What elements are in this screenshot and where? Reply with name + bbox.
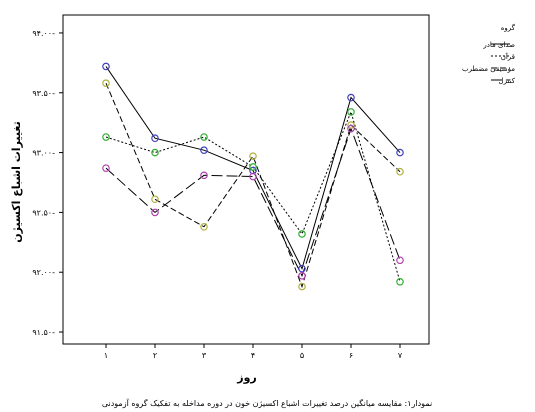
data-point: [396, 256, 404, 265]
data-point: [102, 164, 110, 172]
data-point: [102, 79, 110, 87]
data-point: [151, 208, 159, 217]
data-point: [102, 133, 110, 141]
x-tick-label: ۵: [300, 351, 304, 360]
data-point: [249, 152, 257, 160]
y-tick-label: ۹۱.۵۰-: [32, 328, 55, 337]
legend-label: صدای مادر: [482, 41, 515, 49]
series-line: [105, 110, 401, 282]
series-line: [105, 82, 401, 289]
data-point: [298, 272, 306, 280]
y-tick-label: ۹۳.۰۰-: [32, 149, 55, 158]
legend-label: کنترل: [498, 77, 515, 85]
legend-label: قرآن: [501, 52, 515, 61]
x-tick-label: ۴: [251, 351, 255, 360]
data-point: [200, 222, 208, 231]
data-point: [102, 62, 110, 71]
data-point: [298, 230, 306, 238]
y-axis-ticks: ۹۱.۵۰- ۹۲.۰۰- ۹۲.۵۰- ۹۳.۰۰- ۹۳.۵۰- ۹۴.۰۰-: [32, 29, 63, 337]
data-point: [151, 195, 159, 204]
data-point: [249, 172, 257, 181]
legend: گروه صدای مادر قرآن موسیقی مضطرب کنترل: [462, 23, 516, 85]
plot-frame: [62, 14, 430, 345]
y-tick-label: ۹۴.۰۰-: [32, 29, 55, 38]
data-point: [200, 146, 208, 154]
data-point: [200, 171, 208, 180]
series-line: [105, 127, 401, 278]
series-markers: [102, 62, 404, 291]
x-tick-label: ۷: [398, 351, 403, 360]
data-point: [347, 93, 355, 102]
data-point: [200, 133, 208, 141]
data-point: [347, 121, 355, 129]
y-tick-label: ۹۲.۰۰-: [32, 268, 55, 277]
data-point: [347, 124, 355, 133]
x-tick-label: ۱: [104, 351, 108, 360]
data-point: [298, 282, 306, 291]
data-point: [298, 264, 306, 273]
series-lines: [105, 66, 401, 289]
data-point: [396, 148, 404, 157]
x-tick-label: ۳: [202, 351, 207, 360]
data-point: [396, 167, 404, 176]
legend-title: گروه: [501, 23, 516, 32]
x-axis-title: روز: [236, 371, 257, 384]
y-axis-title: تغییرات اشباع اکسیژن: [10, 121, 23, 242]
x-axis-ticks: ۱ ۲ ۳ ۴ ۵ ۶ ۷: [104, 344, 403, 360]
data-point: [151, 134, 159, 143]
figure-caption: نمودار۱: مقایسه میانگین درصد تغییرات اشب…: [102, 398, 432, 408]
y-tick-label: ۹۳.۵۰-: [32, 89, 55, 98]
legend-label: موسیقی مضطرب: [462, 65, 515, 73]
data-point: [249, 163, 257, 171]
y-tick-label: ۹۲.۵۰-: [32, 208, 55, 217]
data-point: [347, 108, 355, 116]
data-point: [151, 148, 159, 157]
x-tick-label: ۲: [153, 351, 157, 360]
x-tick-label: ۶: [349, 351, 353, 360]
data-point: [396, 277, 404, 286]
